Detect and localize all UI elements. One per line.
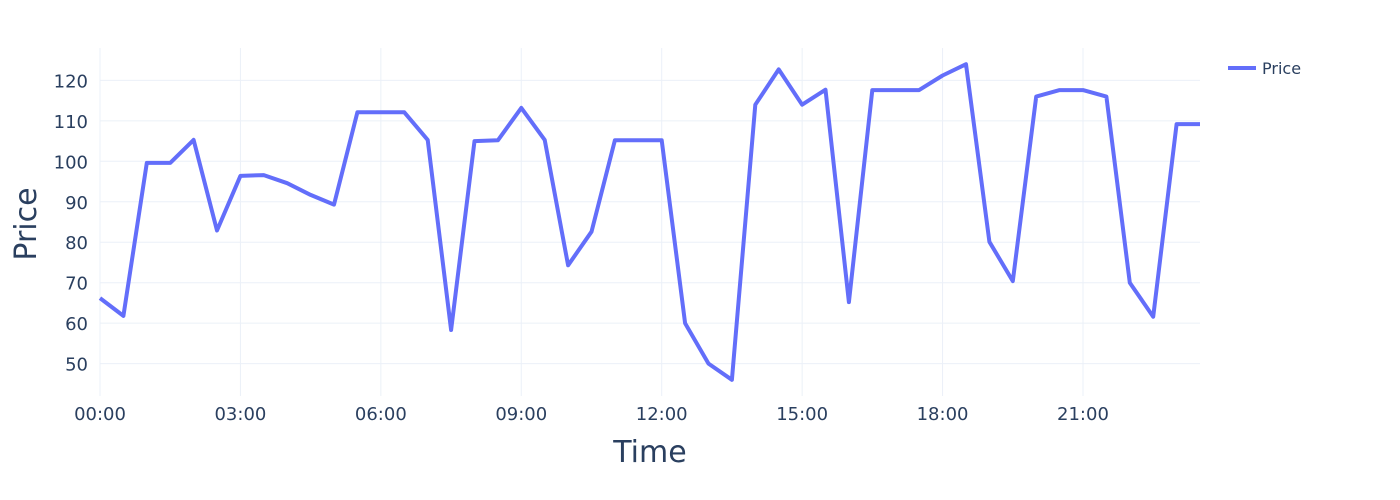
y-tick-label: 60 [65, 314, 88, 335]
y-tick-label: 120 [54, 71, 88, 92]
x-tick-label: 18:00 [917, 404, 969, 425]
y-tick-label: 70 [65, 274, 88, 295]
legend: Price [1228, 59, 1301, 78]
x-tick-label: 03:00 [214, 404, 266, 425]
x-tick-label: 00:00 [74, 404, 126, 425]
y-tick-label: 90 [65, 193, 88, 214]
x-tick-label: 09:00 [495, 404, 547, 425]
y-tick-label: 50 [65, 355, 88, 376]
series-layer [98, 62, 1200, 382]
x-tick-label: 15:00 [776, 404, 828, 425]
y-axis-ticks: 50 60 70 80 90 100 110 120 [54, 71, 88, 375]
y-tick-label: 110 [54, 112, 88, 133]
x-tick-label: 21:00 [1057, 404, 1109, 425]
x-axis-title: Time [612, 435, 686, 470]
x-tick-label: 06:00 [355, 404, 407, 425]
x-tick-label: 12:00 [636, 404, 688, 425]
y-tick-label: 80 [65, 233, 88, 254]
y-tick-label: 100 [54, 152, 88, 173]
legend-label: Price [1262, 59, 1301, 78]
x-axis-ticks: 00:00 03:00 06:00 09:00 12:00 15:00 18:00 21:00 [74, 404, 1109, 425]
y-axis-title: Price [9, 187, 44, 260]
price-series-line [98, 62, 1200, 382]
